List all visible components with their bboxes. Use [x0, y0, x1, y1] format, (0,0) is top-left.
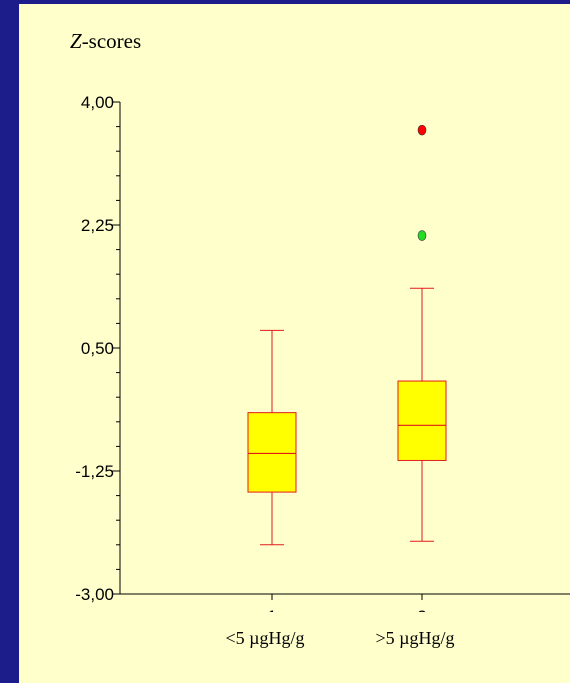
y-tick-label: 0,50	[81, 339, 114, 358]
y-axis-title-italic: Z	[70, 29, 82, 53]
outlier-point	[417, 124, 427, 136]
y-tick-label: -3,00	[75, 585, 114, 604]
iqr-box	[397, 380, 447, 461]
x-number-mask	[121, 612, 570, 626]
y-axis-title: Z-scores	[70, 29, 141, 53]
y-tick-label: -1,25	[75, 462, 114, 481]
outlier-point	[417, 230, 427, 241]
y-tick-label: 4,00	[81, 93, 114, 112]
y-axis-title-rest: -scores	[82, 29, 141, 53]
chart-panel	[19, 4, 570, 683]
iqr-box	[247, 412, 297, 493]
y-tick-label: 2,25	[81, 216, 114, 235]
plot-area: 4,002,250,50-1,25-3,001<5 µgHg/g2>5 µgHg…	[75, 93, 570, 648]
x-category-label: >5 µgHg/g	[375, 628, 454, 648]
x-category-label: <5 µgHg/g	[225, 628, 304, 648]
